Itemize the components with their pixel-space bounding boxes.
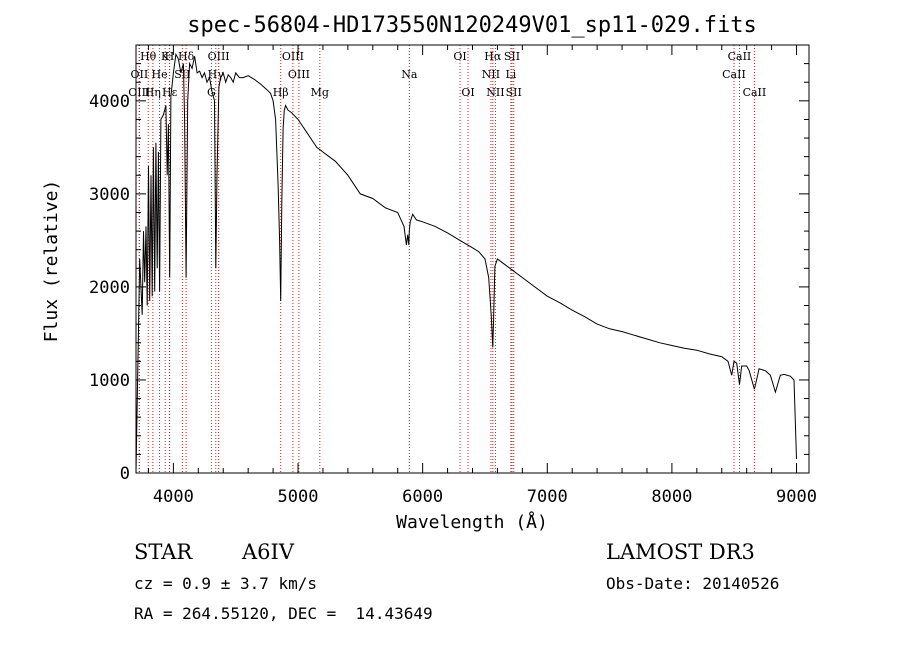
y-tick-label: 2000 [89, 278, 130, 298]
marker-label: Hβ [273, 86, 289, 99]
marker-label: SII [174, 68, 190, 81]
marker-label: Mg [311, 86, 329, 99]
marker-label: Hε [162, 86, 178, 99]
y-axis-label: Flux (relative) [41, 180, 62, 343]
marker-label: K [161, 50, 170, 63]
x-tick-label: 9000 [776, 487, 817, 507]
marker-label: OIII [128, 86, 150, 99]
marker-label: Hη [145, 86, 161, 99]
marker-label: Hθ [140, 50, 157, 63]
y-tick-label: 1000 [89, 371, 130, 391]
object-class: STAR [134, 540, 193, 564]
marker-label: OI [461, 86, 474, 99]
marker-label: NII [486, 86, 504, 99]
coordinates: RA = 264.55120, DEC = 14.43649 [134, 604, 433, 623]
marker-label: CaII [722, 68, 746, 81]
marker-label: NII [482, 68, 500, 81]
object-subclass: A6IV [242, 540, 294, 564]
chart-title: spec-56804-HD173550N120249V01_sp11-029.f… [187, 13, 757, 38]
marker-label: Hδ [178, 50, 195, 63]
y-tick-label: 4000 [89, 92, 130, 112]
redshift-velocity: cz = 0.9 ± 3.7 km/s [134, 574, 318, 593]
marker-label: SII [504, 50, 520, 63]
x-tick-label: 7000 [527, 487, 568, 507]
axis-ticks: 4000 5000 6000 7000 8000 9000 0 1000 2000 3000 400… [89, 44, 817, 507]
marker-label: He [152, 68, 168, 81]
line-markers: Hθ OII OIII K He Hη Hε H Hδ SII OIII Hγ G OIII OIII Hβ M… [128, 45, 766, 473]
marker-label: H [165, 50, 175, 63]
marker-label: OII [131, 68, 149, 81]
marker-label: Na [401, 68, 418, 81]
marker-label: OIII [282, 50, 304, 63]
marker-label: OI [453, 50, 466, 63]
y-tick-label: 3000 [89, 185, 130, 205]
x-tick-label: 8000 [651, 487, 692, 507]
marker-label: CaII [728, 50, 752, 63]
marker-label: OIII [208, 50, 230, 63]
marker-label: SII [506, 86, 522, 99]
marker-label: CaII [743, 86, 767, 99]
marker-label: G [207, 86, 216, 99]
marker-label: Hγ [208, 68, 225, 81]
y-tick-label: 0 [120, 464, 130, 484]
x-tick-label: 5000 [278, 487, 319, 507]
x-tick-label: 4000 [153, 487, 194, 507]
marker-label: OIII [288, 68, 310, 81]
observation-date: Obs-Date: 20140526 [606, 574, 780, 593]
plot-frame [135, 44, 810, 474]
marker-label: Hα [484, 50, 502, 63]
marker-label: Li [505, 68, 516, 81]
x-axis-label: Wavelength (Å) [396, 511, 548, 533]
survey-name: LAMOST DR3 [606, 540, 755, 564]
x-tick-label: 6000 [402, 487, 443, 507]
spectrum-series-line [135, 52, 797, 474]
